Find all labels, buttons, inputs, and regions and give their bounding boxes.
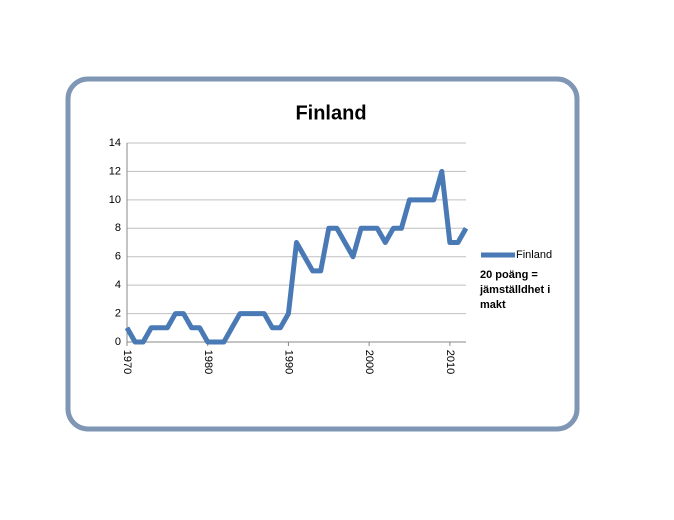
- y-tick-label: 6: [115, 251, 121, 263]
- y-tick-label: 0: [115, 336, 121, 348]
- x-tick-label: 2010: [444, 350, 456, 374]
- legend-label: Finland: [516, 249, 552, 261]
- y-tick-label: 8: [115, 222, 121, 234]
- y-tick-label: 14: [109, 137, 121, 149]
- x-tick-label: 1980: [202, 350, 214, 374]
- y-tick-label: 12: [109, 165, 121, 177]
- x-tick-label: 2000: [363, 350, 375, 374]
- annotation: 20 poäng = jämställdhet i makt: [480, 269, 551, 311]
- x-tick-label: 1970: [121, 350, 133, 374]
- x-tick-label: 1990: [283, 350, 295, 374]
- y-tick-label: 10: [109, 194, 121, 206]
- y-tick-label: 2: [115, 307, 121, 319]
- y-tick-label: 4: [115, 279, 121, 291]
- chart-title: Finland: [295, 102, 366, 124]
- series-line: [124, 168, 469, 345]
